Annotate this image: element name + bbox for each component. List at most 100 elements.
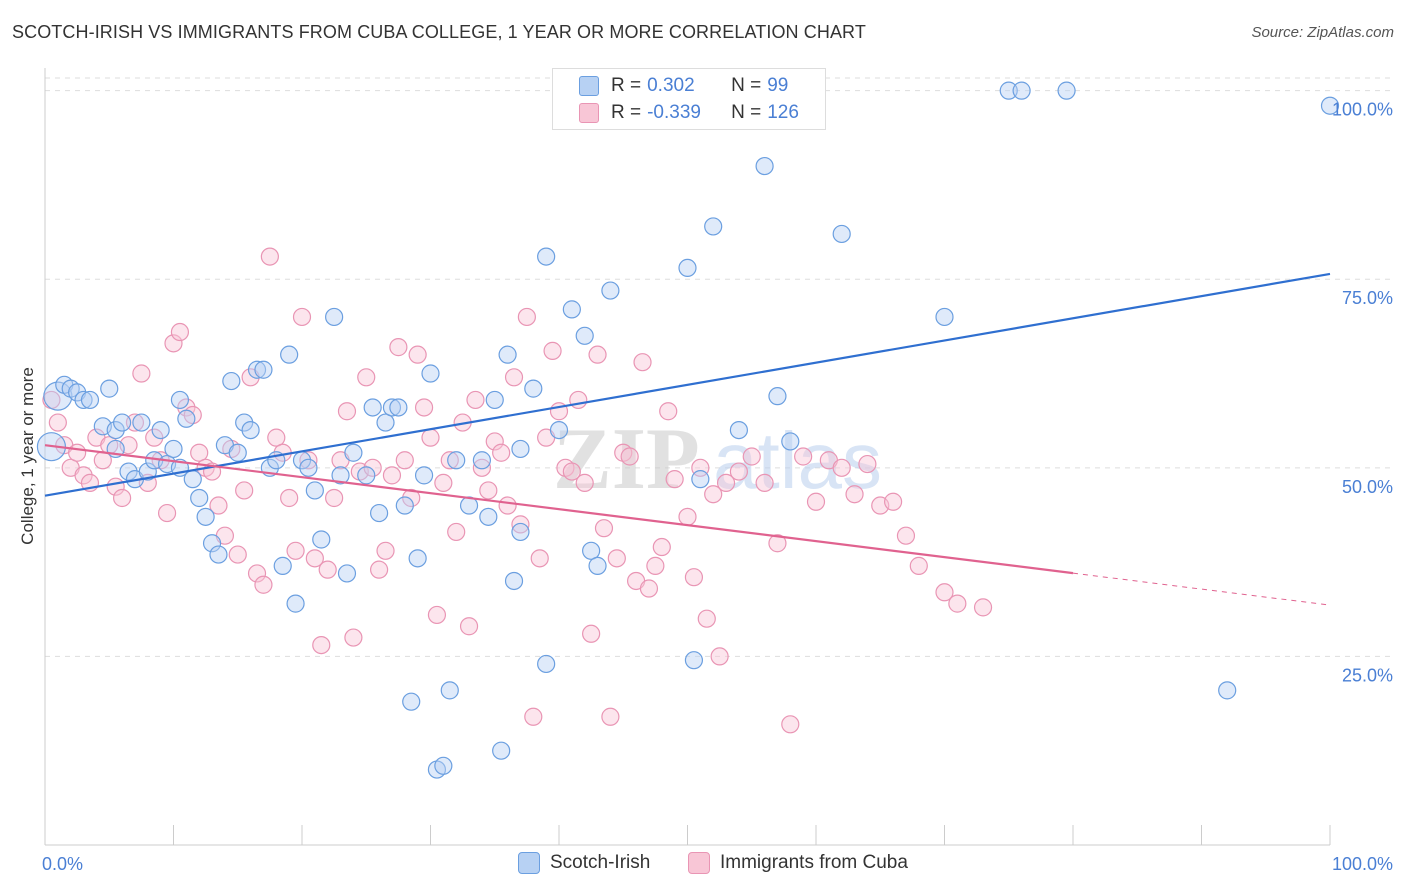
data-point-scotch-irish [376, 413, 395, 432]
data-point-scotch-irish [228, 443, 247, 462]
data-point-immigrants-from-cuba [427, 605, 447, 625]
data-point-immigrants-from-cuba [511, 515, 530, 534]
data-point-scotch-irish [549, 420, 569, 440]
data-point-scotch-irish [414, 466, 434, 485]
y-tick-label: 25.0% [1342, 665, 1393, 685]
data-point-scotch-irish [151, 420, 170, 440]
data-point-immigrants-from-cuba [305, 549, 324, 568]
data-point-immigrants-from-cuba [402, 488, 421, 508]
data-point-scotch-irish [1057, 81, 1076, 100]
data-point-immigrants-from-cuba [337, 402, 357, 421]
immigrants-from-cuba-trend-extension [1072, 572, 1331, 606]
n-value-immigrants-from-cuba: 126 [767, 102, 799, 123]
y-tick-label: 75.0% [1342, 288, 1393, 308]
data-point-scotch-irish [363, 398, 382, 417]
data-point-immigrants-from-cuba [260, 247, 279, 266]
swatch-scotch-irish [579, 76, 599, 96]
data-point-scotch-irish [241, 420, 260, 440]
data-point-immigrants-from-cuba [781, 715, 800, 734]
data-point-immigrants-from-cuba [678, 507, 697, 526]
data-point-immigrants-from-cuba [254, 575, 273, 594]
trend-lines [44, 272, 1331, 606]
data-point-immigrants-from-cuba [524, 707, 543, 726]
data-point-immigrants-from-cuba [530, 549, 549, 568]
data-point-scotch-irish [492, 741, 511, 760]
data-point-scotch-irish [395, 496, 414, 515]
y-tick-label: 50.0% [1342, 477, 1393, 497]
legend-item-immigrants-from-cuba[interactable]: Immigrants from Cuba [688, 852, 908, 874]
data-point-scotch-irish [537, 654, 556, 674]
data-point-scotch-irish [43, 381, 73, 411]
gridlines [45, 77, 1392, 657]
legend-swatch-scotch-irish [518, 852, 540, 874]
data-point-immigrants-from-cuba [280, 488, 299, 508]
data-point-scotch-irish [472, 451, 491, 470]
data-point-scotch-irish [190, 488, 209, 508]
data-point-immigrants-from-cuba [267, 428, 286, 447]
data-point-scotch-irish [504, 571, 524, 591]
data-point-immigrants-from-cuba [472, 458, 491, 477]
data-point-immigrants-from-cuba [363, 458, 382, 477]
data-point-immigrants-from-cuba [479, 481, 498, 500]
legend-label-immigrants-from-cuba: Immigrants from Cuba [720, 852, 908, 873]
data-point-scotch-irish [588, 556, 607, 575]
data-point-scotch-irish [408, 549, 427, 568]
data-point-immigrants-from-cuba [247, 564, 267, 583]
legend-row-immigrants-from-cuba: R = -0.339 N = 126 [553, 101, 799, 125]
data-point-immigrants-from-cuba [292, 307, 312, 327]
data-point-immigrants-from-cuba [742, 447, 761, 466]
r-key: R = [611, 102, 642, 123]
data-point-scotch-irish [511, 439, 530, 459]
data-point-immigrants-from-cuba [569, 390, 588, 410]
data-point-immigrants-from-cuba [132, 364, 151, 383]
data-point-scotch-irish [684, 651, 704, 670]
data-point-scotch-irish [337, 564, 357, 583]
data-point-immigrants-from-cuba [286, 541, 305, 560]
data-point-immigrants-from-cuba [408, 345, 427, 364]
scotch-irish-trend-line [44, 272, 1331, 497]
data-point-scotch-irish [382, 398, 402, 417]
n-value-scotch-irish: 99 [767, 75, 789, 96]
data-point-immigrants-from-cuba [704, 485, 723, 504]
data-point-scotch-irish [440, 681, 459, 700]
data-point-scotch-irish [537, 247, 556, 266]
data-point-immigrants-from-cuba [389, 338, 408, 357]
legend-item-scotch-irish[interactable]: Scotch-Irish [518, 852, 650, 874]
data-point-immigrants-from-cuba [684, 568, 704, 587]
watermark-zip: ZIP [553, 411, 700, 508]
data-point-immigrants-from-cuba [652, 537, 671, 557]
legend-row-scotch-irish: R = 0.302 N = 99 [553, 74, 788, 98]
data-point-scotch-irish [177, 409, 196, 428]
y-tick-label: 100.0% [1332, 100, 1393, 120]
data-point-immigrants-from-cuba [659, 402, 678, 421]
data-point-scotch-irish [344, 443, 363, 462]
data-point-scotch-irish [170, 390, 190, 410]
data-point-immigrants-from-cuba [594, 519, 614, 538]
data-point-immigrants-from-cuba [125, 413, 145, 432]
swatch-immigrants-from-cuba [579, 103, 599, 123]
data-point-scotch-irish [781, 432, 800, 451]
data-point-immigrants-from-cuba [459, 617, 479, 636]
data-point-scotch-irish [402, 692, 421, 711]
immigrants-from-cuba-trend-line [44, 444, 1074, 575]
data-point-scotch-irish [299, 458, 318, 477]
data-point-scotch-irish [768, 387, 787, 406]
data-point-immigrants-from-cuba [190, 443, 209, 462]
data-point-scotch-irish [1320, 96, 1340, 115]
data-point-immigrants-from-cuba [376, 541, 395, 560]
data-point-immigrants-from-cuba [68, 443, 87, 462]
data-point-scotch-irish [729, 420, 749, 440]
data-point-immigrants-from-cuba [832, 458, 851, 477]
data-point-scotch-irish [273, 556, 292, 575]
source-label: Source: ZipAtlas.com [1251, 24, 1394, 41]
data-point-immigrants-from-cuba [896, 526, 916, 545]
data-point-immigrants-from-cuba [318, 560, 337, 579]
data-point-immigrants-from-cuba [755, 473, 774, 493]
data-point-scotch-irish [235, 413, 254, 432]
data-point-immigrants-from-cuba [665, 470, 684, 489]
data-point-immigrants-from-cuba [768, 534, 787, 553]
r-value-immigrants-from-cuba: -0.339 [647, 102, 701, 123]
data-point-scotch-irish [222, 371, 241, 391]
data-point-immigrants-from-cuba [575, 473, 594, 493]
series-scotch-irish [36, 81, 1340, 779]
